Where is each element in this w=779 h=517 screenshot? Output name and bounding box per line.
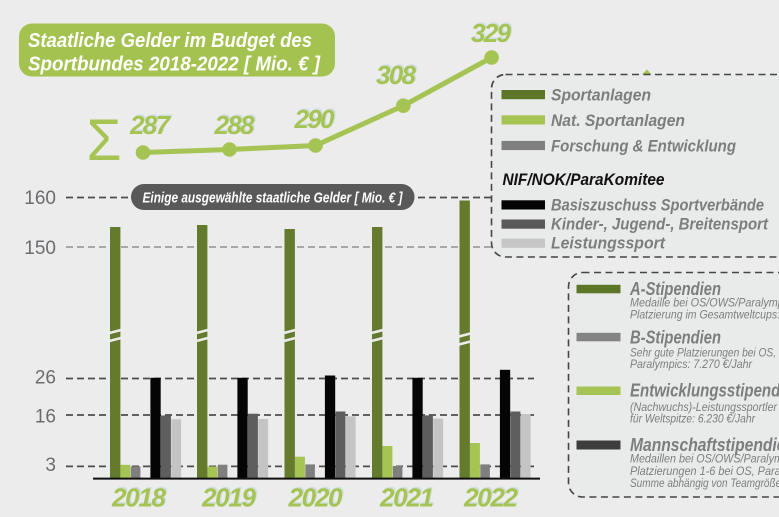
svg-text:Σ: Σ xyxy=(87,108,122,173)
svg-text:308: 308 xyxy=(376,60,417,90)
svg-text:Summe abhängig von Teamgröße:: Summe abhängig von Teamgröße: xyxy=(630,478,779,490)
svg-text:Staatliche Gelder im Budget de: Staatliche Gelder im Budget des xyxy=(28,30,312,52)
svg-text:Entwicklungsstipendien: Entwicklungsstipendien xyxy=(630,381,779,401)
svg-text:B-Stipendien: B-Stipendien xyxy=(630,328,721,348)
svg-text:(Nachwuchs)-Leistungssportler: (Nachwuchs)-Leistungssportler mit Potenz… xyxy=(630,402,779,414)
svg-text:Platzierungen 1-6 bei OS, Para: Platzierungen 1-6 bei OS, Paralympics: xyxy=(630,466,779,478)
svg-text:Forschung & Entwicklung: Forschung & Entwicklung xyxy=(551,137,737,156)
svg-text:Mannschaftstipendien: Mannschaftstipendien xyxy=(630,435,779,455)
svg-text:Nat. Sportanlagen: Nat. Sportanlagen xyxy=(551,111,685,130)
svg-text:288: 288 xyxy=(214,110,256,140)
svg-text:287: 287 xyxy=(129,110,172,140)
svg-text:für Weltspitze: 6.230 €/Jahr: für Weltspitze: 6.230 €/Jahr xyxy=(630,413,756,425)
svg-text:2018: 2018 xyxy=(111,483,167,513)
svg-text:329: 329 xyxy=(471,18,512,48)
svg-text:290: 290 xyxy=(295,102,337,132)
svg-text:A-Stipendien: A-Stipendien xyxy=(629,279,721,299)
svg-text:Platzierung im Gesamtweltcups:: Platzierung im Gesamtweltcups: xyxy=(630,310,779,322)
svg-text:2022: 2022 xyxy=(464,481,520,511)
svg-text:2022: 2022 xyxy=(463,483,519,513)
svg-text:290: 290 xyxy=(294,104,336,134)
svg-text:287: 287 xyxy=(130,108,173,138)
svg-text:308: 308 xyxy=(377,58,418,88)
svg-text:16: 16 xyxy=(35,407,56,428)
svg-text:Basiszuschuss Sportverbände: Basiszuschuss Sportverbände xyxy=(551,196,764,215)
svg-text:2020: 2020 xyxy=(288,483,344,513)
svg-text:150: 150 xyxy=(24,238,56,259)
svg-text:2021: 2021 xyxy=(379,483,434,513)
svg-text:2019: 2019 xyxy=(202,481,258,511)
svg-text:329: 329 xyxy=(472,16,513,46)
svg-text:2019: 2019 xyxy=(201,483,257,513)
svg-text:Paralympics: 7.270 €/Jahr: Paralympics: 7.270 €/Jahr xyxy=(630,359,753,371)
svg-text:2020: 2020 xyxy=(289,481,345,511)
svg-text:Sportanlagen: Sportanlagen xyxy=(551,86,651,105)
svg-text:Kinder-, Jugend-, Breitensport: Kinder-, Jugend-, Breitensport xyxy=(551,215,769,234)
svg-text:Sportbundes 2018-2022 [ Mio. €: Sportbundes 2018-2022 [ Mio. € ] xyxy=(28,54,321,76)
svg-text:2018: 2018 xyxy=(112,481,168,511)
svg-text:Leistungssport: Leistungssport xyxy=(551,234,666,253)
svg-text:160: 160 xyxy=(24,188,56,209)
svg-text:288: 288 xyxy=(215,108,257,138)
svg-text:3: 3 xyxy=(45,455,56,476)
svg-text:2021: 2021 xyxy=(380,481,435,511)
svg-text:Medaillen bei OS/OWS/Paralympi: Medaillen bei OS/OWS/Paralympics, xyxy=(630,454,779,466)
svg-text:NIF/NOK/ParaKomitee: NIF/NOK/ParaKomitee xyxy=(503,170,665,189)
svg-text:Medaille bei OS/OWS/Paralympic: Medaille bei OS/OWS/Paralympics: xyxy=(630,298,779,310)
svg-text:Sehr gute Platzierungen bei OS: Sehr gute Platzierungen bei OS, OWS: xyxy=(630,347,779,359)
svg-text:26: 26 xyxy=(35,368,56,389)
svg-text:Einige ausgewählte staatliche: Einige ausgewählte staatliche Gelder [ M… xyxy=(143,190,404,207)
